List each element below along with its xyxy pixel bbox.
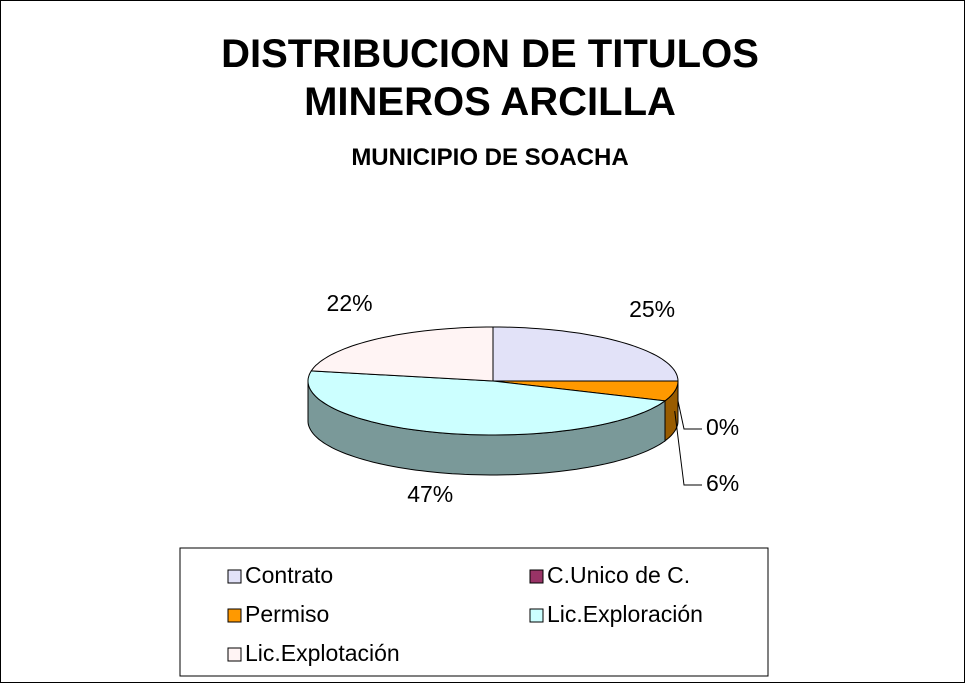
legend-label: Permiso [245,601,329,627]
legend-label: Lic.Exploración [547,601,703,627]
chart-subtitle: MUNICIPIO DE SOACHA [351,144,629,171]
slice [310,326,494,382]
data-label: 6% [706,470,739,496]
data-label: 0% [706,414,739,440]
legend-label: C.Unico de C. [547,562,690,588]
leader-line [677,400,702,430]
legend-label: Lic.Explotación [245,640,400,666]
legend-swatch [529,569,544,584]
legend-label: Contrato [245,562,333,588]
slice [307,370,667,436]
chart-title: DISTRIBUCION DE TITULOS MINEROS ARCILLA [221,32,759,124]
slice [492,326,679,382]
legend-swatch [529,608,544,623]
legend-swatch [227,647,242,662]
data-label: 47% [407,481,453,507]
legend-swatch [227,608,242,623]
legend-box [179,547,769,677]
data-label: 22% [327,290,373,316]
legend-swatch [227,569,242,584]
data-label: 25% [629,296,675,322]
leader-line [674,411,702,486]
